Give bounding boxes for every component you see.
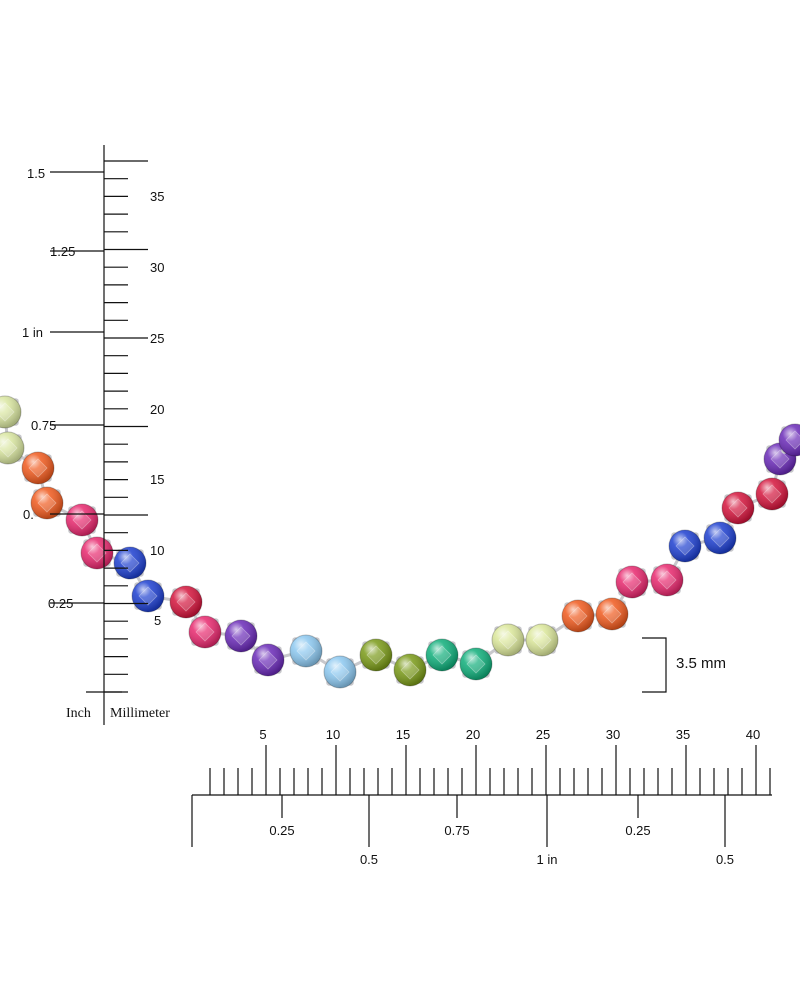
- h-mm-label-20: 20: [466, 727, 480, 742]
- gemstone: [251, 643, 285, 677]
- inch-label-1-25: 1.25: [50, 244, 75, 259]
- mm-label-35: 35: [150, 189, 164, 204]
- h-inch-label-1-in: 1 in: [537, 852, 558, 867]
- h-inch-label-0-25-b: 0.25: [625, 823, 650, 838]
- h-mm-label-30: 30: [606, 727, 620, 742]
- gemstone: [491, 623, 525, 657]
- gemstone: [525, 623, 559, 657]
- gemstone: [650, 563, 684, 597]
- inch-label-1-in: 1 in: [22, 325, 43, 340]
- h-inch-label-0-5-a: 0.5: [360, 852, 378, 867]
- mm-label-15: 15: [150, 472, 164, 487]
- gemstone: [323, 655, 357, 689]
- gemstone: [703, 521, 737, 555]
- h-mm-label-25: 25: [536, 727, 550, 742]
- h-mm-label-15: 15: [396, 727, 410, 742]
- h-inch-label-0-5-b: 0.5: [716, 852, 734, 867]
- gemstone: [778, 423, 800, 457]
- gemstone: [80, 536, 114, 570]
- h-mm-label-35: 35: [676, 727, 690, 742]
- gemstone: [113, 546, 147, 580]
- unit-inch-label: Inch: [66, 706, 91, 721]
- gemstone: [65, 503, 99, 537]
- gemstone: [359, 638, 393, 672]
- mm-label-5: 5: [154, 613, 161, 628]
- inch-label-1-5: 1.5: [27, 166, 45, 181]
- h-inch-label-0-75: 0.75: [444, 823, 469, 838]
- stone-size-label: 3.5 mm: [676, 655, 726, 672]
- inch-label-0-5: 0.: [23, 507, 34, 522]
- gemstone: [0, 395, 22, 429]
- horizontal-ruler: [191, 745, 772, 847]
- gemstone: [721, 491, 755, 525]
- gemstone: [224, 619, 258, 653]
- inch-label-0-75: 0.75: [31, 418, 56, 433]
- gemstone: [615, 565, 649, 599]
- gemstone: [131, 579, 165, 613]
- mm-label-25: 25: [150, 331, 164, 346]
- gemstone: [561, 599, 595, 633]
- stone-size-bracket: [642, 637, 667, 693]
- gemstone: [289, 634, 323, 668]
- gemstone: [755, 477, 789, 511]
- h-mm-label-10: 10: [326, 727, 340, 742]
- h-inch-label-0-25-a: 0.25: [269, 823, 294, 838]
- h-mm-label-5: 5: [259, 727, 266, 742]
- mm-label-10: 10: [150, 543, 164, 558]
- vertical-ruler: [50, 145, 148, 725]
- unit-millimeter-label: Millimeter: [110, 706, 170, 721]
- gemstone: [21, 451, 55, 485]
- rainbow-gemstone-necklace: [0, 395, 800, 689]
- gemstone: [169, 585, 203, 619]
- gemstone: [595, 597, 629, 631]
- mm-label-30: 30: [150, 260, 164, 275]
- gemstone: [0, 431, 25, 465]
- gemstone: [30, 486, 64, 520]
- inch-label-0-25: 0.25: [48, 596, 73, 611]
- mm-label-20: 20: [150, 402, 164, 417]
- gemstone: [393, 653, 427, 687]
- gemstone: [188, 615, 222, 649]
- gemstone: [668, 529, 702, 563]
- gemstone: [459, 647, 493, 681]
- gemstone: [425, 638, 459, 672]
- h-mm-label-40: 40: [746, 727, 760, 742]
